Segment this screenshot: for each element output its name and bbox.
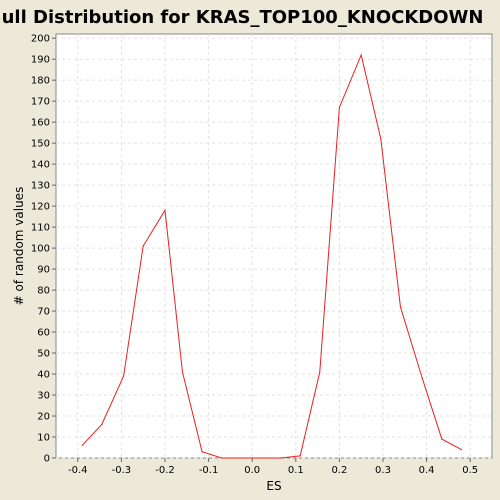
data-point (122, 375, 125, 377)
plot-area (55, 33, 493, 459)
y-tick-label: 120 (31, 202, 50, 213)
y-tick-label: 130 (31, 181, 50, 192)
y-tick-label: 110 (31, 223, 50, 234)
chart-title: Null Distribution for KRAS_TOP100_KNOCKD… (0, 7, 483, 28)
x-tick-label: -0.3 (112, 465, 132, 476)
y-tick-label: 150 (31, 139, 50, 150)
data-point (201, 451, 203, 453)
x-tick-label: 0.5 (462, 465, 478, 476)
y-tick-label: 60 (37, 328, 50, 339)
y-tick-label: 10 (37, 433, 50, 444)
data-point (338, 106, 340, 109)
data-point (101, 423, 103, 426)
y-tick-label: 20 (37, 412, 50, 423)
data-point (299, 455, 301, 457)
y-tick-label: 200 (31, 34, 50, 45)
data-point (380, 138, 382, 140)
data-point (279, 457, 282, 459)
y-tick-label: 100 (31, 244, 50, 255)
y-tick-label: 140 (31, 160, 50, 171)
x-tick-label: 0.1 (288, 465, 304, 476)
y-tick-label: 170 (31, 97, 50, 108)
data-point (421, 377, 423, 379)
x-tick-label: 0.4 (419, 465, 435, 476)
y-tick-label: 160 (31, 118, 50, 129)
x-tick-label: 0.2 (331, 465, 347, 476)
y-tick-label: 40 (37, 370, 50, 381)
y-tick-label: 50 (37, 349, 50, 360)
data-point (240, 457, 242, 459)
x-tick-label: 0.0 (244, 465, 260, 476)
data-point (164, 209, 166, 211)
y-tick-label: 30 (37, 391, 50, 402)
y-tick-label: 190 (31, 55, 50, 66)
x-tick-label: 0.3 (375, 465, 391, 476)
x-tick-label: -0.1 (199, 465, 219, 476)
series-line (81, 53, 462, 459)
y-tick-label: 90 (37, 265, 50, 276)
data-point (441, 438, 443, 440)
data-point (142, 245, 144, 247)
x-tick-label: -0.2 (155, 465, 175, 476)
data-point (360, 54, 362, 56)
axes: 0 10 20 30 40 50 60 70 80 90 100 110 120 130 140 150 160… (31, 34, 478, 476)
y-tick-label: 0 (44, 454, 50, 465)
y-axis-label: # of random values (12, 187, 26, 306)
data-point (181, 371, 184, 373)
y-tick-label: 80 (37, 286, 50, 297)
grid (56, 34, 492, 459)
data-point (221, 457, 223, 459)
x-tick-label: -0.4 (68, 465, 88, 476)
x-axis-label: ES (266, 479, 281, 493)
y-tick-label: 70 (37, 307, 50, 318)
data-point (460, 449, 463, 451)
data-point (260, 457, 262, 459)
data-point (319, 371, 321, 373)
series-layer (81, 53, 463, 459)
y-tick-label: 180 (31, 76, 50, 87)
data-point (399, 306, 402, 308)
data-point (81, 444, 83, 447)
